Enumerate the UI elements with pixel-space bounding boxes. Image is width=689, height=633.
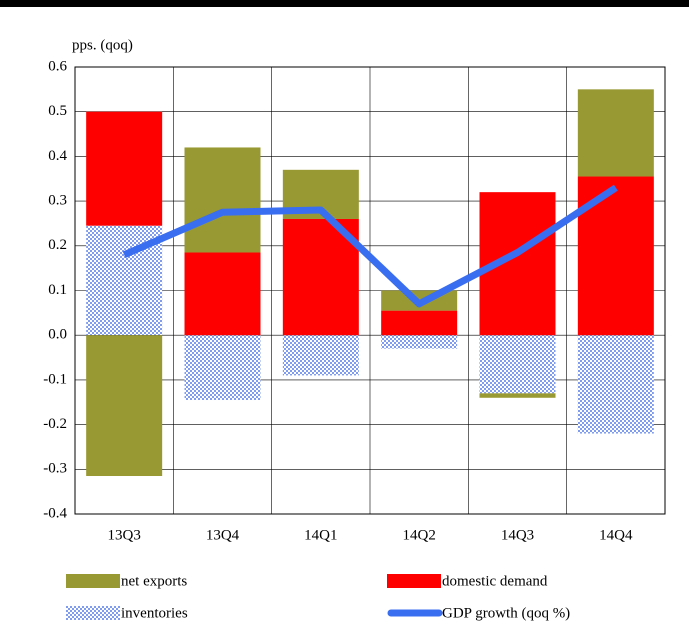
- y-tick-label: 0.3: [48, 193, 67, 209]
- bar-segment: [184, 147, 261, 253]
- legend-swatch: [387, 574, 441, 588]
- y-tick-label: -0.2: [43, 416, 67, 432]
- legend-label: net exports: [121, 573, 187, 589]
- bar-segment: [577, 176, 654, 336]
- bar-segment: [381, 310, 458, 336]
- legend-label: inventories: [121, 605, 188, 621]
- bar-segment: [479, 335, 556, 394]
- bar-segment: [86, 111, 163, 226]
- bar-segment: [479, 393, 556, 398]
- x-tick-label: 14Q1: [304, 527, 337, 543]
- bar-segment: [184, 252, 261, 336]
- y-tick-label: 0.6: [48, 58, 67, 74]
- y-tick-label: 0.5: [48, 103, 67, 119]
- y-tick-label: 0.4: [48, 148, 67, 164]
- gdp-line: [122, 184, 618, 308]
- y-tick-label: 0.1: [48, 282, 67, 298]
- legend-swatch: [66, 606, 120, 620]
- top-rule: [0, 0, 689, 7]
- y-tick-label: -0.1: [43, 371, 67, 387]
- bar-segment: [577, 89, 654, 177]
- plot-frame: [74, 66, 666, 515]
- y-tick-label: 0.0: [48, 327, 67, 343]
- y-axis-label: pps. (qoq): [72, 37, 133, 53]
- bar-segment: [86, 335, 163, 477]
- bar-segment: [381, 335, 458, 349]
- x-tick-label: 14Q4: [599, 527, 633, 543]
- x-tick-label: 13Q3: [107, 527, 140, 543]
- bar-segment: [184, 335, 261, 401]
- y-tick-label: -0.3: [43, 461, 67, 477]
- x-tick-label: 14Q3: [501, 527, 534, 543]
- bar-segment: [282, 335, 359, 376]
- x-tick-label: 14Q2: [402, 527, 435, 543]
- legend-label: GDP growth (qoq %): [442, 605, 570, 621]
- y-tick-label: 0.2: [48, 237, 67, 253]
- legend-swatch: [66, 574, 120, 588]
- y-tick-label: -0.4: [43, 505, 67, 521]
- bar-segment: [577, 335, 654, 434]
- x-tick-label: 13Q4: [206, 527, 240, 543]
- legend-label: domestic demand: [442, 573, 548, 589]
